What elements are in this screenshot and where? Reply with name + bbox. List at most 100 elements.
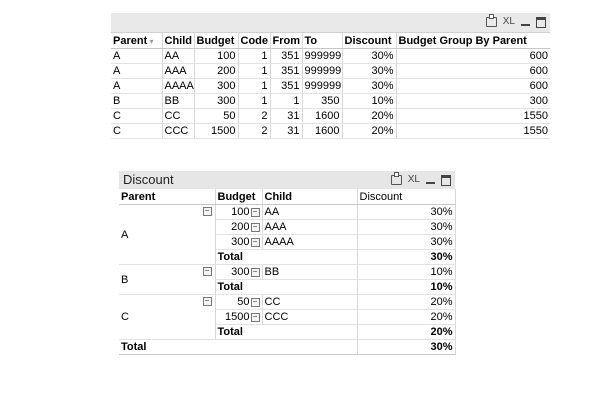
- cell-to[interactable]: 999999: [302, 48, 343, 64]
- cell-parent[interactable]: A: [111, 78, 163, 94]
- cell-to[interactable]: 999999: [302, 78, 343, 94]
- cell-parent[interactable]: A: [111, 48, 163, 64]
- cell-budget[interactable]: 50: [194, 108, 239, 124]
- collapse-toggle-icon[interactable]: −: [250, 268, 260, 277]
- cell-child[interactable]: BB: [162, 93, 195, 109]
- cell-discount[interactable]: 30%: [342, 78, 397, 94]
- pivot-discount-cell[interactable]: 30%: [357, 204, 456, 220]
- printer-icon[interactable]: [485, 14, 497, 27]
- column-header-budget[interactable]: Budget: [194, 33, 239, 49]
- cell-from[interactable]: 31: [270, 123, 303, 139]
- cell-budget[interactable]: 100: [194, 48, 239, 64]
- pivot-discount-cell[interactable]: 30%: [357, 219, 456, 235]
- collapse-toggle-icon[interactable]: −: [202, 267, 212, 276]
- column-header-discount[interactable]: Discount: [342, 33, 397, 49]
- cell-from[interactable]: 1: [270, 93, 303, 109]
- printer-icon[interactable]: [390, 172, 402, 185]
- pivot-header-budget[interactable]: Budget: [215, 189, 263, 205]
- cell-code[interactable]: 1: [238, 93, 271, 109]
- cell-to[interactable]: 1600: [302, 108, 343, 124]
- xl-icon[interactable]: XL: [407, 174, 420, 185]
- cell-budget[interactable]: 300: [194, 93, 239, 109]
- column-header-parent[interactable]: Parent ▾: [111, 33, 163, 49]
- pivot-parent-cell[interactable]: A −: [119, 204, 216, 265]
- maximize-icon[interactable]: [441, 174, 451, 186]
- pivot-discount-cell[interactable]: 10%: [357, 264, 456, 280]
- pivot-budget-cell[interactable]: 200−: [215, 219, 263, 235]
- pivot-discount-cell[interactable]: 20%: [357, 309, 456, 325]
- subtotal-value[interactable]: 10%: [357, 279, 456, 295]
- maximize-icon[interactable]: [536, 16, 546, 28]
- cell-parent[interactable]: A: [111, 63, 163, 79]
- cell-code[interactable]: 2: [238, 108, 271, 124]
- collapse-toggle-icon[interactable]: −: [202, 297, 212, 306]
- cell-child[interactable]: AA: [162, 48, 195, 64]
- cell-discount[interactable]: 30%: [342, 63, 397, 79]
- minimize-icon[interactable]: [426, 181, 435, 185]
- cell-child[interactable]: CC: [162, 108, 195, 124]
- cell-budget-group-by-parent[interactable]: 600: [396, 63, 550, 79]
- pivot-child-cell[interactable]: CC: [262, 294, 358, 310]
- cell-code[interactable]: 1: [238, 63, 271, 79]
- cell-from[interactable]: 351: [270, 78, 303, 94]
- pivot-budget-cell[interactable]: 300−: [215, 234, 263, 250]
- pivot-child-cell[interactable]: AA: [262, 204, 358, 220]
- cell-parent[interactable]: C: [111, 123, 163, 139]
- collapse-toggle-icon[interactable]: −: [250, 298, 260, 307]
- collapse-toggle-icon[interactable]: −: [250, 238, 260, 247]
- pivot-header-child[interactable]: Child: [262, 189, 358, 205]
- xl-icon[interactable]: XL: [502, 16, 515, 27]
- pivot-budget-cell[interactable]: 100−: [215, 204, 263, 220]
- pivot-parent-cell[interactable]: C −: [119, 294, 216, 340]
- cell-budget-group-by-parent[interactable]: 300: [396, 93, 550, 109]
- collapse-toggle-icon[interactable]: −: [250, 223, 260, 232]
- cell-child[interactable]: AAA: [162, 63, 195, 79]
- pivot-discount-cell[interactable]: 20%: [357, 294, 456, 310]
- pivot-budget-cell[interactable]: 300−: [215, 264, 263, 280]
- pivot-discount-cell[interactable]: 30%: [357, 234, 456, 250]
- cell-parent[interactable]: C: [111, 108, 163, 124]
- column-header-code[interactable]: Code: [238, 33, 271, 49]
- cell-child[interactable]: CCC: [162, 123, 195, 139]
- cell-to[interactable]: 999999: [302, 63, 343, 79]
- cell-from[interactable]: 351: [270, 63, 303, 79]
- subtotal-value[interactable]: 30%: [357, 249, 456, 265]
- cell-to[interactable]: 1600: [302, 123, 343, 139]
- collapse-toggle-icon[interactable]: −: [202, 207, 212, 216]
- minimize-icon[interactable]: [521, 23, 530, 27]
- pivot-budget-cell[interactable]: 1500−: [215, 309, 263, 325]
- pivot-parent-cell[interactable]: B −: [119, 264, 216, 295]
- pivot-child-cell[interactable]: BB: [262, 264, 358, 280]
- pivot-header-discount[interactable]: Discount: [357, 189, 456, 205]
- cell-budget-group-by-parent[interactable]: 1550: [396, 123, 550, 139]
- cell-discount[interactable]: 30%: [342, 48, 397, 64]
- column-header-from[interactable]: From: [270, 33, 303, 49]
- pivot-child-cell[interactable]: AAA: [262, 219, 358, 235]
- cell-to[interactable]: 350: [302, 93, 343, 109]
- cell-discount[interactable]: 20%: [342, 108, 397, 124]
- cell-budget[interactable]: 200: [194, 63, 239, 79]
- pivot-budget-cell[interactable]: 50−: [215, 294, 263, 310]
- cell-parent[interactable]: B: [111, 93, 163, 109]
- cell-code[interactable]: 1: [238, 48, 271, 64]
- cell-discount[interactable]: 10%: [342, 93, 397, 109]
- pivot-child-cell[interactable]: CCC: [262, 309, 358, 325]
- grand-total-value[interactable]: 30%: [357, 339, 456, 355]
- cell-code[interactable]: 2: [238, 123, 271, 139]
- cell-from[interactable]: 351: [270, 48, 303, 64]
- cell-budget-group-by-parent[interactable]: 1550: [396, 108, 550, 124]
- collapse-toggle-icon[interactable]: −: [250, 208, 260, 217]
- cell-child[interactable]: AAAA: [162, 78, 195, 94]
- cell-budget-group-by-parent[interactable]: 600: [396, 78, 550, 94]
- collapse-toggle-icon[interactable]: −: [250, 313, 260, 322]
- pivot-child-cell[interactable]: AAAA: [262, 234, 358, 250]
- cell-budget[interactable]: 300: [194, 78, 239, 94]
- cell-budget[interactable]: 1500: [194, 123, 239, 139]
- column-header-child[interactable]: Child: [162, 33, 195, 49]
- column-header-budget-group-by-parent[interactable]: Budget Group By Parent: [396, 33, 550, 49]
- cell-budget-group-by-parent[interactable]: 600: [396, 48, 550, 64]
- pivot-header-parent[interactable]: Parent: [119, 189, 216, 205]
- cell-from[interactable]: 31: [270, 108, 303, 124]
- column-header-to[interactable]: To: [302, 33, 343, 49]
- cell-discount[interactable]: 20%: [342, 123, 397, 139]
